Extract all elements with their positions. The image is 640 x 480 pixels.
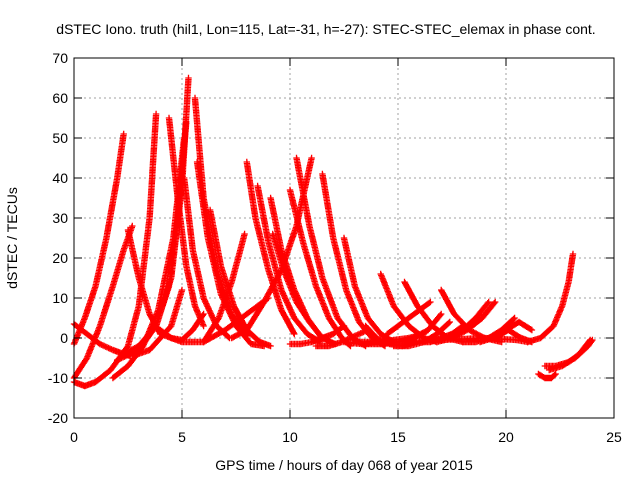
series-markers	[546, 336, 596, 374]
series-markers	[70, 130, 127, 348]
y-tick-label: 60	[52, 90, 68, 106]
data-series	[351, 334, 531, 346]
data-series	[243, 158, 298, 338]
series-markers	[293, 154, 369, 350]
data-series	[448, 298, 492, 342]
series-markers	[286, 322, 348, 348]
data-series	[70, 130, 127, 348]
data-series	[254, 182, 324, 346]
plot-frame	[73, 57, 615, 419]
data-series	[524, 250, 577, 346]
series-markers	[524, 250, 577, 346]
series-markers	[312, 326, 371, 350]
series-markers	[70, 110, 160, 390]
y-tick-label: 30	[52, 210, 68, 226]
data-series	[286, 322, 348, 348]
data-series	[340, 234, 397, 346]
data-series	[165, 114, 207, 330]
data-series	[70, 110, 160, 390]
y-tick-label: 0	[60, 330, 68, 346]
series-markers	[165, 114, 207, 330]
data-series	[157, 294, 272, 346]
chart-title: dSTEC Iono. truth (hil1, Lon=115, Lat=-3…	[56, 21, 595, 37]
data-points	[70, 74, 596, 390]
data-series	[546, 336, 596, 374]
data-series	[293, 154, 369, 350]
x-tick-label: 20	[498, 429, 514, 445]
y-tick-label: 10	[52, 290, 68, 306]
series-markers	[254, 182, 324, 346]
x-tick-label: 10	[282, 429, 298, 445]
y-tick-label: -20	[48, 410, 68, 426]
series-markers	[319, 170, 389, 350]
y-tick-label: -10	[48, 370, 68, 386]
series-markers	[384, 298, 434, 338]
y-axis-label: dSTEC / TECUs	[4, 187, 20, 289]
data-series	[535, 370, 559, 382]
x-tick-label: 25	[606, 429, 622, 445]
y-tick-label: 20	[52, 250, 68, 266]
y-tick-label: 70	[52, 50, 68, 66]
series-markers	[351, 334, 531, 346]
series-markers	[157, 294, 272, 346]
y-tick-label: 50	[52, 130, 68, 146]
series-markers	[243, 158, 298, 338]
x-tick-label: 15	[390, 429, 406, 445]
data-series	[319, 170, 389, 350]
axis-ticks: -20 -10 0 10 20 30 40 50 60 70 0 5 10 15 20 25	[48, 50, 622, 445]
series-markers	[448, 298, 492, 342]
x-tick-label: 5	[178, 429, 186, 445]
data-series	[384, 298, 434, 338]
data-series	[312, 326, 371, 350]
x-tick-label: 0	[70, 429, 78, 445]
x-axis-label: GPS time / hours of day 068 of year 2015	[215, 457, 473, 473]
series-markers	[340, 234, 397, 346]
y-tick-label: 40	[52, 170, 68, 186]
series-markers	[535, 370, 559, 382]
